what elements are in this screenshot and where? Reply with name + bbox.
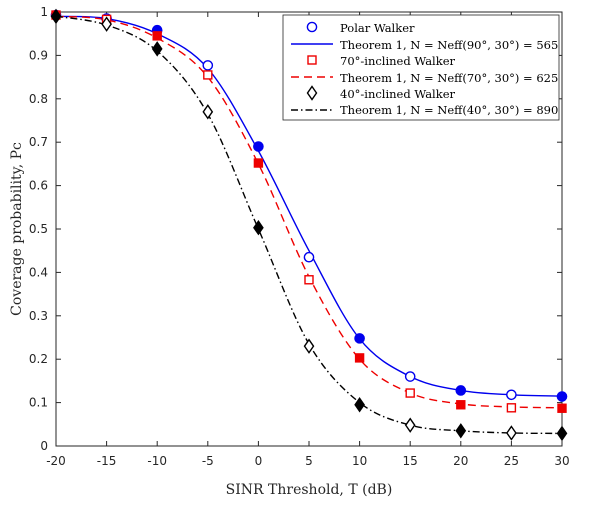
legend-entry-polar-walker: Polar Walker xyxy=(340,21,415,35)
data-point-circle xyxy=(506,389,517,401)
x-tick-label: 5 xyxy=(305,454,313,468)
legend-entry-theorem-565: Theorem 1, N = Neff(90°, 30°) = 565 xyxy=(340,38,558,52)
data-point-diamond xyxy=(455,423,467,439)
data-point-diamond xyxy=(253,219,264,236)
data-point-diamond xyxy=(506,425,517,441)
data-point-square xyxy=(405,388,415,398)
legend-marker-swatch xyxy=(306,21,318,33)
x-tick-label: -5 xyxy=(202,454,214,468)
data-point-square xyxy=(557,403,567,413)
y-tick-label: 0.9 xyxy=(29,48,48,62)
data-point-square xyxy=(506,403,517,413)
y-axis-label: Coverage probability, Pc xyxy=(9,142,25,316)
data-point-square xyxy=(152,31,162,41)
x-tick-label: 15 xyxy=(403,454,418,468)
data-point-square xyxy=(203,70,213,80)
x-tick-label: -20 xyxy=(46,454,66,468)
y-tick-label: 0 xyxy=(40,439,48,453)
legend-entry-70-walker: 70°-inclined Walker xyxy=(340,54,456,68)
series-line-1 xyxy=(55,15,563,397)
data-point-diamond xyxy=(50,8,62,25)
legend-box xyxy=(282,14,560,121)
x-tick-label: 10 xyxy=(352,454,367,468)
data-point-square xyxy=(456,400,466,410)
series-markers xyxy=(50,8,568,442)
x-tick-label: -15 xyxy=(97,454,117,468)
data-point-diamond xyxy=(354,397,365,413)
legend-entry-theorem-890: Theorem 1, N = Neff(40°, 30°) = 890 xyxy=(340,103,558,117)
data-point-circle xyxy=(253,141,264,152)
data-point-circle xyxy=(404,371,416,382)
legend-entry-40-walker: 40°-inclined Walker xyxy=(340,87,456,101)
data-point-diamond xyxy=(556,425,568,442)
data-point-circle xyxy=(455,385,467,396)
legend: Polar Walker Theorem 1, N = Neff(90°, 30… xyxy=(282,14,560,121)
y-tick-label: 0.1 xyxy=(29,396,48,410)
y-tick-label: 0.8 xyxy=(29,92,48,106)
axis-ticks: -20 -15 -10 -5 0 5 10 15 20 25 30 0 0.1 0.2 0.3 0.4 0.5 0… xyxy=(29,5,570,468)
y-tick-label: 0.7 xyxy=(29,135,48,149)
legend-entry-theorem-625: Theorem 1, N = Neff(70°, 30°) = 625 xyxy=(340,71,558,85)
data-point-square xyxy=(354,353,365,363)
y-tick-label: 1 xyxy=(40,5,48,19)
data-point-circle xyxy=(202,60,214,71)
x-tick-label: -10 xyxy=(147,454,167,468)
x-tick-label: 25 xyxy=(504,454,519,468)
y-tick-label: 0.5 xyxy=(29,222,48,236)
x-tick-label: 0 xyxy=(255,454,263,468)
y-tick-label: 0.6 xyxy=(29,179,48,193)
data-point-circle xyxy=(303,251,315,263)
x-axis-label: SINR Threshold, T (dB) xyxy=(226,482,393,498)
data-point-circle xyxy=(354,333,365,344)
data-point-diamond xyxy=(202,104,214,120)
y-tick-label: 0.4 xyxy=(29,265,48,279)
legend-marker-swatch xyxy=(307,55,317,65)
data-point-diamond xyxy=(303,338,315,354)
y-tick-label: 0.3 xyxy=(29,309,48,323)
legend-marker-swatch xyxy=(306,85,318,101)
x-tick-label: 30 xyxy=(554,454,569,468)
data-point-square xyxy=(253,158,264,168)
legend-swatches xyxy=(291,21,333,111)
data-point-square xyxy=(304,275,314,285)
data-point-circle xyxy=(556,391,568,402)
x-tick-label: 20 xyxy=(453,454,468,468)
data-point-diamond xyxy=(404,417,416,433)
data-point-diamond xyxy=(101,16,112,32)
y-tick-label: 0.2 xyxy=(29,352,48,366)
data-point-diamond xyxy=(151,41,163,57)
